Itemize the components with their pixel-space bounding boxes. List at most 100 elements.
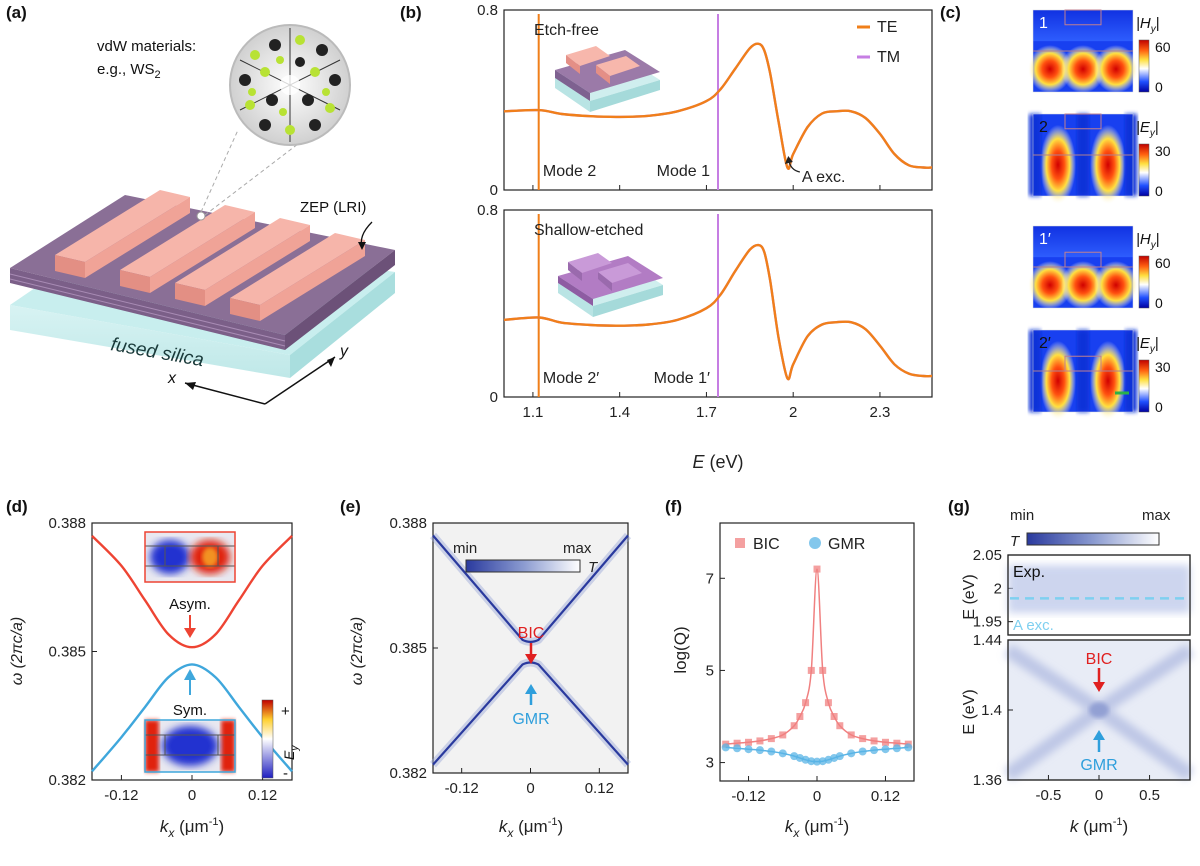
field-map-4: 2′ |Ey| 30 0 xyxy=(1029,329,1171,421)
g-gmr-label: GMR xyxy=(1080,757,1117,774)
e-bic-label: BIC xyxy=(518,625,545,642)
f-bic-point xyxy=(767,735,775,743)
b-bottom-mode-b-label: Mode 1′ xyxy=(654,370,710,387)
panel-b-label: (b) xyxy=(400,3,422,22)
b-bottom-xtick-label: 1.7 xyxy=(696,404,717,421)
ws2-lattice-icon xyxy=(239,28,341,142)
zep-stripes xyxy=(55,190,365,321)
f-ytick-label: 7 xyxy=(706,570,714,587)
b-top-mode-b-label: Mode 1 xyxy=(657,163,710,180)
d-xtick-label: 0.12 xyxy=(248,787,277,804)
panel-d-label: (d) xyxy=(6,497,28,516)
f-bic-point xyxy=(802,699,810,707)
b-bottom-xtick-label: 1.1 xyxy=(522,404,543,421)
plot-b-top: 0 0.8 Etch-free Mode 2 Mode 1 A exc. TE TM xyxy=(477,2,933,199)
f-gmr-point xyxy=(892,744,901,753)
panel-g-label: (g) xyxy=(948,497,970,516)
b-bottom-te-line xyxy=(503,243,933,381)
field-hotspot xyxy=(1028,261,1072,310)
panel-a-label: (a) xyxy=(6,3,27,22)
g-bic-label: BIC xyxy=(1086,651,1113,668)
f-xtick-label: -0.12 xyxy=(731,788,765,805)
b-top-ytick-label: 0.8 xyxy=(477,2,498,19)
e-ytick-label: 0.388 xyxy=(389,515,427,532)
field-cold-region xyxy=(1033,10,1133,42)
f-gmr-point xyxy=(835,752,844,761)
f-legend-bic-label: BIC xyxy=(753,536,780,553)
d-ytick-label: 0.388 xyxy=(48,515,86,532)
f-xlabel: kx (μm-1) xyxy=(785,816,849,840)
e-ylabel: ω (2πc/a) xyxy=(349,617,366,686)
field-hotspot xyxy=(1090,340,1126,421)
f-gmr-point xyxy=(904,743,913,752)
field-map-index: 2′ xyxy=(1039,335,1051,352)
f-bic-point xyxy=(813,565,821,573)
f-gmr-point xyxy=(858,747,867,756)
g-top-exciton-band xyxy=(1008,565,1190,613)
g-colorbar-max: max xyxy=(1142,507,1171,524)
g-bottom-ylabel: E (eV) xyxy=(961,689,978,734)
f-xtick-label: 0 xyxy=(813,788,821,805)
b-bottom-xtick-label: 2.3 xyxy=(870,404,891,421)
f-bic-line xyxy=(725,568,909,745)
ey-colorbar-plus: + xyxy=(281,703,290,720)
g-colorbar-min: min xyxy=(1010,507,1034,524)
field-hotspot xyxy=(1090,124,1126,205)
field-hotspot xyxy=(1028,45,1072,94)
field-colorbar xyxy=(1138,255,1150,309)
e-gmr-label: GMR xyxy=(512,711,549,728)
field-colorbar xyxy=(1138,359,1150,413)
f-bic-point xyxy=(870,737,878,745)
g-colorbar-T: T xyxy=(1010,533,1021,550)
f-bic-point xyxy=(836,722,844,730)
field-map-index: 1 xyxy=(1039,15,1048,32)
ey-colorbar xyxy=(261,699,274,779)
d-xtick-label: 0 xyxy=(188,787,196,804)
e-xtick-label: 0 xyxy=(526,780,534,797)
f-bic-point xyxy=(893,739,901,747)
g-top-ylabel: E (eV) xyxy=(961,574,978,619)
field-colorbar-max: 30 xyxy=(1155,143,1171,159)
g-bottom-frame-overlay xyxy=(1007,639,1191,781)
vdw-example: e.g., WS2 xyxy=(97,61,161,81)
field-quantity-label: |Ey| xyxy=(1136,335,1159,355)
e-xtick-label: -0.12 xyxy=(445,780,479,797)
e-colorbar xyxy=(465,559,581,573)
field-colorbar-min: 0 xyxy=(1155,79,1163,95)
g-bottom-xtick-label: 0.5 xyxy=(1139,787,1160,804)
legend-te-label: TE xyxy=(877,19,897,36)
g-top-exp-label: Exp. xyxy=(1013,564,1045,581)
e-xlabel: kx (μm-1) xyxy=(499,816,563,840)
e-gmr-arrowhead xyxy=(525,684,537,694)
b-top-annotation: A exc. xyxy=(802,169,846,186)
b-bottom-ytick-label: 0 xyxy=(490,389,498,406)
f-gmr-point xyxy=(881,745,890,754)
field-colorbar-max: 60 xyxy=(1155,39,1171,55)
f-gmr-point xyxy=(767,747,776,756)
sym-field-inset xyxy=(144,719,236,773)
field-quantity-label: |Hy| xyxy=(1136,15,1160,35)
d-sym-band xyxy=(91,663,293,773)
f-bic-point xyxy=(824,699,832,707)
f-ylabel: log(Q) xyxy=(671,626,690,673)
d-asym-band xyxy=(91,535,293,649)
f-legend-gmr-label: GMR xyxy=(828,536,865,553)
f-bic-point xyxy=(733,739,741,747)
g-bottom-xtick-label: -0.5 xyxy=(1036,787,1062,804)
e-xtick-label: 0.12 xyxy=(585,780,614,797)
asym-label: Asym. xyxy=(169,596,211,613)
f-bic-point xyxy=(819,666,827,674)
f-gmr-point xyxy=(870,746,879,755)
field-hotspot xyxy=(1094,45,1138,94)
field-hotspot xyxy=(1040,124,1076,205)
field-quantity-label: |Hy| xyxy=(1136,231,1160,251)
field-map-index: 2 xyxy=(1039,119,1048,136)
field-colorbar xyxy=(1138,143,1150,197)
b-bottom-mode-a-label: Mode 2′ xyxy=(543,370,599,387)
axis-y-label: y xyxy=(339,343,349,360)
f-ytick-label: 5 xyxy=(706,662,714,679)
f-bic-point xyxy=(807,666,815,674)
field-colorbar-min: 0 xyxy=(1155,295,1163,311)
f-bic-point xyxy=(847,731,855,739)
